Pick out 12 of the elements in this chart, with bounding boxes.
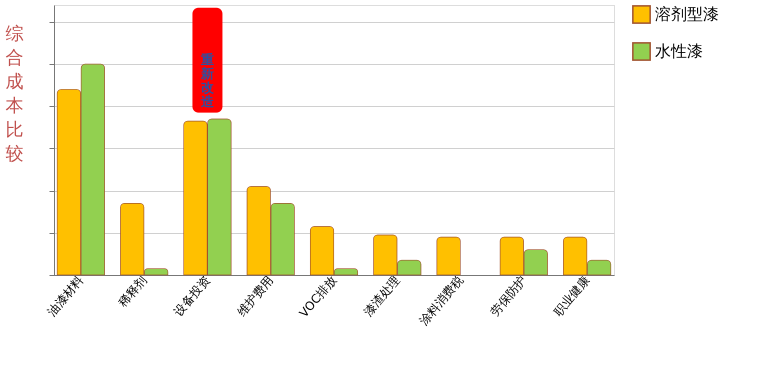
legend-label: 水性漆 <box>655 42 703 60</box>
x-tick-label: 油漆材料 <box>44 273 86 319</box>
x-tick-label: 维护费用 <box>234 273 276 319</box>
x-tick-label: 设备投资 <box>171 273 213 319</box>
legend-label: 溶剂型漆 <box>655 4 719 24</box>
x-tick-label: 涂料消费税 <box>416 273 466 328</box>
x-tick-label: 稀释剂 <box>116 273 150 310</box>
x-tick-label: 漆渣处理 <box>361 273 403 319</box>
x-tick-label: 职业健康 <box>550 273 592 319</box>
x-tick-label: 劳保防护 <box>488 273 530 319</box>
y-axis-title: 综合成本比较 <box>6 24 24 164</box>
annotation: 重新改造 <box>200 52 215 110</box>
